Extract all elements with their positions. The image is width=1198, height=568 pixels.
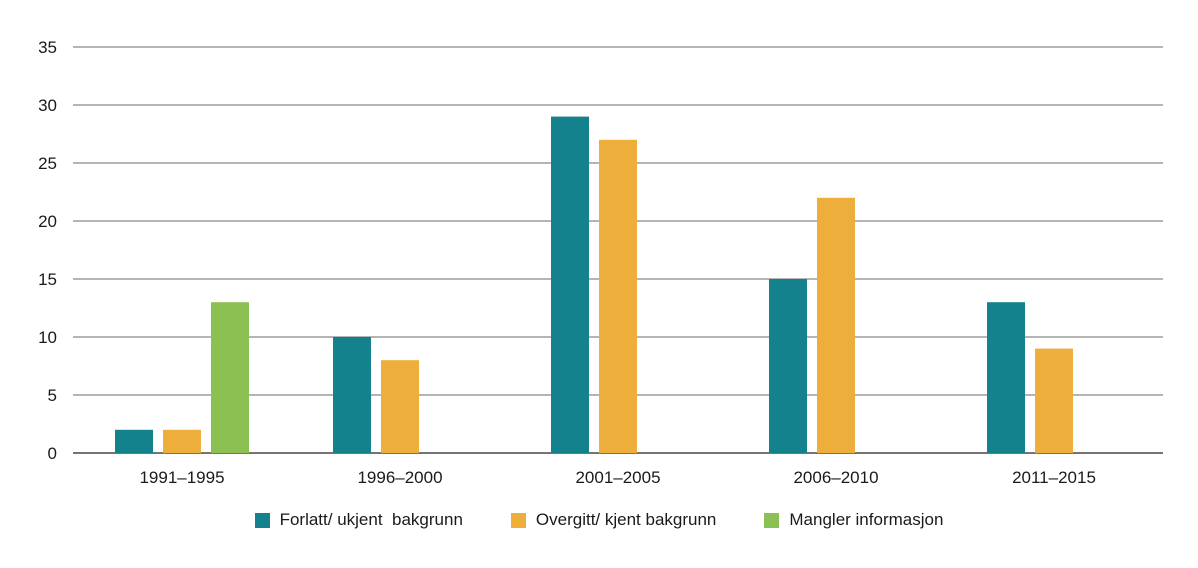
legend-swatch [764, 512, 780, 528]
bar-1-4 [769, 279, 807, 453]
x-tick-label: 2001–2005 [575, 468, 660, 487]
legend-label: Mangler informasjon [789, 510, 944, 529]
y-tick-label: 30 [38, 96, 57, 115]
bar-2-5 [1035, 348, 1073, 453]
legend-label: Forlatt/ ukjent bakgrunn [279, 510, 463, 529]
y-tick-label: 5 [48, 386, 57, 405]
bar-2-3 [599, 139, 637, 454]
y-tick-label: 10 [38, 328, 57, 347]
bar-3-1 [211, 302, 249, 453]
bar-1-5 [987, 302, 1025, 453]
bar-2-4 [817, 197, 855, 453]
y-tick-label: 20 [38, 212, 57, 231]
bar-1-2 [333, 337, 371, 453]
bar-chart: 0 5 10 15 20 25 30 35 1991–1995 1996–2000 2001–20… [38, 38, 1163, 487]
bar-2-2 [381, 360, 419, 453]
bars [115, 116, 1073, 454]
x-tick-label: 1991–1995 [139, 468, 224, 487]
bar-1-1 [115, 429, 153, 453]
x-tick-label: 2006–2010 [793, 468, 878, 487]
y-axis-ticks: 0 5 10 15 20 25 30 35 [38, 38, 57, 463]
x-tick-label: 1996–2000 [357, 468, 442, 487]
x-tick-label: 2011–2015 [1012, 468, 1096, 487]
y-tick-label: 15 [38, 270, 57, 289]
bar-1-3 [551, 116, 589, 453]
y-tick-label: 25 [38, 154, 57, 173]
legend-label: Overgitt/ kjent bakgrunn [535, 510, 717, 529]
y-tick-label: 0 [48, 444, 57, 463]
legend-swatch [254, 512, 270, 528]
bar-2-1 [163, 429, 201, 453]
legend-item: Mangler informasjon [764, 510, 943, 530]
legend-swatch [510, 512, 526, 528]
legend-item: Forlatt/ ukjent bakgrunn [254, 510, 463, 530]
legend: Forlatt/ ukjent bakgrunn Overgitt/ kjent … [0, 505, 1198, 535]
legend-item: Overgitt/ kjent bakgrunn [510, 510, 717, 530]
x-axis-ticks: 1991–1995 1996–2000 2001–2005 2006–2010 2011… [139, 468, 1095, 487]
y-tick-label: 35 [38, 38, 57, 57]
